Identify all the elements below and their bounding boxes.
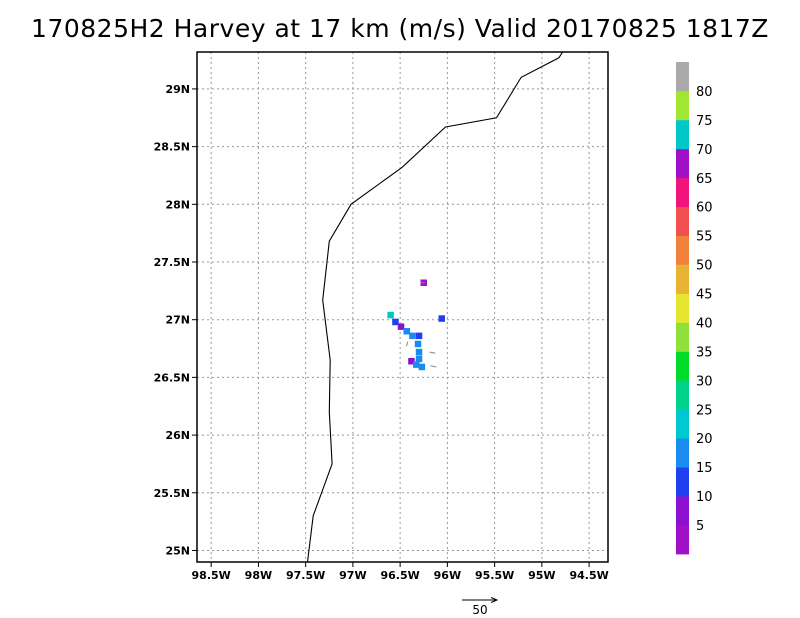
colorbar-label: 55 (696, 230, 713, 245)
lon-tick-label: 94.5W (569, 569, 608, 582)
wind-cell (415, 348, 423, 356)
colorbar-segment (676, 119, 689, 150)
grid-lines (197, 52, 608, 562)
lat-tick-label: 28.5N (154, 141, 190, 154)
vector-scale: 50 (462, 597, 499, 617)
colorbar: 5 10 15 20 25 30 35 40 45 50 55 60 65 70 75 80 (676, 62, 713, 555)
lon-tick-label: 98.5W (192, 569, 231, 582)
lon-tick-label: 96.5W (380, 569, 419, 582)
lon-tick-label: 98W (245, 569, 272, 582)
colorbar-label: 30 (696, 374, 713, 389)
wind-cell (414, 340, 422, 348)
lat-tick-label: 25.5N (154, 487, 190, 500)
colorbar-segment (676, 62, 689, 92)
colorbar-label: 75 (696, 114, 713, 129)
colorbar-segment (676, 409, 689, 439)
wind-cell (418, 363, 426, 371)
colorbar-label: 5 (696, 519, 704, 534)
colorbar-segment (676, 467, 689, 497)
wind-vector (406, 341, 409, 347)
lat-tick-label: 28N (165, 198, 190, 211)
wind-cell (438, 315, 445, 322)
lon-tick-label: 96W (434, 569, 461, 582)
wind-cell (415, 355, 423, 363)
colorbar-segment (676, 206, 689, 236)
lon-tick-label: 95W (528, 569, 555, 582)
colorbar-segment (676, 525, 689, 555)
colorbar-segment (676, 438, 689, 468)
lon-tick-label: 95.5W (475, 569, 514, 582)
colorbar-label: 10 (696, 490, 713, 505)
wind-cell (387, 311, 394, 319)
map-title: 170825H2 Harvey at 17 km (m/s) Valid 201… (31, 14, 769, 43)
colorbar-label: 80 (696, 85, 713, 100)
colorbar-segment (676, 148, 689, 179)
wind-cell (415, 332, 423, 340)
plot-background (197, 52, 608, 562)
wind-cell (408, 358, 415, 365)
colorbar-segment (676, 90, 689, 121)
colorbar-segment (676, 177, 689, 208)
wind-vector (429, 351, 436, 354)
latitude-labels: 25N 25.5N 26N 26.5N 27N 27.5N 28N 28.5N 29N (154, 83, 197, 557)
colorbar-label: 25 (696, 403, 713, 418)
colorbar-label: 15 (696, 461, 713, 476)
colorbar-label: 35 (696, 345, 713, 360)
lat-tick-label: 27N (165, 314, 190, 327)
coastline (306, 52, 564, 562)
wind-cell (413, 361, 420, 368)
colorbar-label: 60 (696, 201, 713, 216)
lon-tick-label: 97W (339, 569, 366, 582)
colorbar-segment (676, 496, 689, 526)
colorbar-segment (676, 322, 689, 352)
colorbar-segment (676, 380, 689, 410)
plot-frame (196, 51, 609, 563)
colorbar-segment (676, 351, 689, 381)
lat-tick-label: 25N (165, 544, 190, 557)
colorbar-label: 50 (696, 259, 713, 274)
lat-tick-label: 29N (165, 83, 190, 96)
wind-cell (392, 318, 399, 326)
wind-cell (397, 323, 405, 330)
vector-scale-label: 50 (472, 603, 487, 617)
colorbar-segment (676, 235, 689, 265)
colorbar-segment (676, 264, 689, 294)
colorbar-segment (676, 293, 689, 323)
lat-tick-label: 26N (165, 429, 190, 442)
vector-scale-arrowhead (490, 597, 499, 603)
wind-cell (409, 332, 416, 340)
colorbar-label: 70 (696, 143, 713, 158)
lon-tick-label: 97.5W (286, 569, 325, 582)
colorbar-label: 40 (696, 317, 713, 332)
colorbar-label: 20 (696, 432, 713, 447)
wind-cell (403, 328, 410, 335)
colorbar-label: 65 (696, 172, 713, 187)
colorbar-label: 45 (696, 288, 713, 303)
wind-vector (430, 365, 437, 368)
longitude-labels: 98.5W 98W 97.5W 97W 96.5W 96W 95.5W 95W 94.5W (192, 562, 609, 582)
lat-tick-label: 27.5N (154, 256, 190, 269)
wind-vectors (406, 282, 437, 368)
lat-tick-label: 26.5N (154, 371, 190, 384)
